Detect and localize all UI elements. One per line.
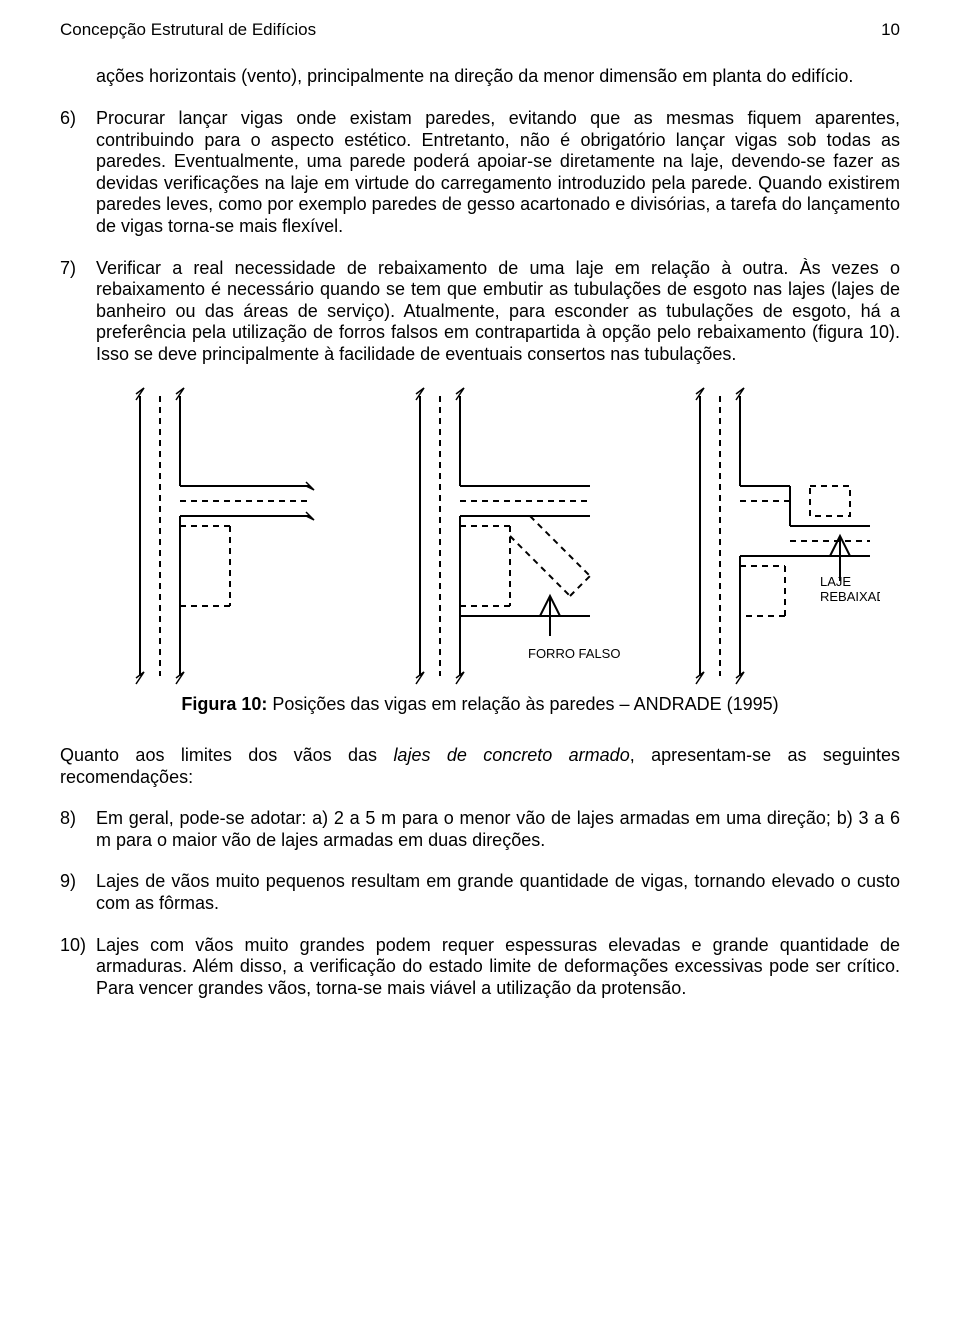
list-number: 6) (60, 108, 96, 130)
figure-bg (80, 386, 880, 686)
list-text: Verificar a real necessidade de rebaixam… (96, 258, 900, 364)
lead-in-paragraph: ações horizontais (vento), principalment… (60, 66, 900, 88)
caption-label: Figura 10: (181, 694, 267, 714)
document-title: Concepção Estrutural de Edifícios (60, 20, 316, 40)
label-laje-rebaixada-2: REBAIXADA (820, 589, 880, 604)
list-text: Procurar lançar vigas onde existam pared… (96, 108, 900, 236)
list-number: 8) (60, 808, 96, 830)
page-header: Concepção Estrutural de Edifícios 10 (60, 20, 900, 40)
list-number: 7) (60, 258, 96, 280)
label-forro-falso: FORRO FALSO (528, 646, 620, 661)
list-number: 10) (60, 935, 96, 957)
spans-pre: Quanto aos limites dos vãos das (60, 745, 393, 765)
list-item-9: 9)Lajes de vãos muito pequenos resultam … (60, 871, 900, 914)
figure-caption: Figura 10: Posições das vigas em relação… (60, 694, 900, 716)
figure-svg: FORRO FALSO (80, 386, 880, 686)
figure-10: FORRO FALSO (60, 386, 900, 686)
list-text: Em geral, pode-se adotar: a) 2 a 5 m par… (96, 808, 900, 850)
spans-intro: Quanto aos limites dos vãos das lajes de… (60, 745, 900, 788)
list-text: Lajes com vãos muito grandes podem reque… (96, 935, 900, 998)
spans-italic: lajes de concreto armado (393, 745, 629, 765)
list-item-10: 10)Lajes com vãos muito grandes podem re… (60, 935, 900, 1000)
page-container: Concepção Estrutural de Edifícios 10 açõ… (0, 0, 960, 1069)
page-number: 10 (881, 20, 900, 40)
caption-text: Posições das vigas em relação às paredes… (267, 694, 778, 714)
list-text: Lajes de vãos muito pequenos resultam em… (96, 871, 900, 913)
label-laje-rebaixada-1: LAJE (820, 574, 851, 589)
list-item-7: 7)Verificar a real necessidade de rebaix… (60, 258, 900, 366)
list-item-8: 8)Em geral, pode-se adotar: a) 2 a 5 m p… (60, 808, 900, 851)
list-item-6: 6)Procurar lançar vigas onde existam par… (60, 108, 900, 238)
list-number: 9) (60, 871, 96, 893)
